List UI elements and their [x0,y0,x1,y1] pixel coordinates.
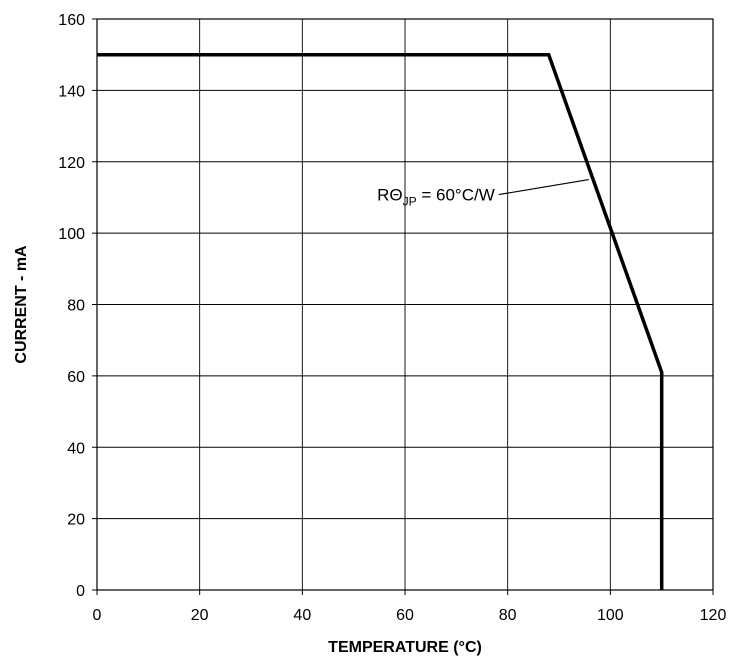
x-tick-label: 120 [700,607,727,624]
x-tick-label: 60 [396,607,414,624]
x-tick-label: 80 [499,607,517,624]
annotation-main: RΘ [377,186,403,205]
annotation-leader-line [499,180,589,195]
axis-ticks: 0 20 40 60 80 100 120 0 20 40 60 80 100 120 140 160 [58,12,726,624]
series-group [97,55,662,591]
y-tick-label: 160 [58,12,85,29]
annotation-subscript: JP [403,195,417,209]
annotation-label: RΘJP = 60°C/W [377,186,495,209]
x-tick-label: 20 [191,607,209,624]
y-tick-label: 60 [67,369,85,386]
y-tick-label: 100 [58,226,85,243]
x-tick-label: 100 [597,607,624,624]
x-tick-label: 0 [93,607,102,624]
y-tick-label: 80 [67,298,85,315]
y-tick-label: 140 [58,83,85,100]
y-tick-label: 0 [76,583,85,600]
y-tick-label: 40 [67,440,85,457]
annotation-suffix: = 60°C/W [417,186,495,205]
y-tick-label: 120 [58,155,85,172]
x-tick-label: 40 [293,607,311,624]
series-line [97,55,662,590]
x-axis-title: TEMPERATURE (°C) [328,639,482,656]
grid [97,19,713,590]
annotation-group: RΘJP = 60°C/W [377,180,589,209]
y-tick-label: 20 [67,512,85,529]
y-axis-title: CURRENT - mA [13,245,30,364]
